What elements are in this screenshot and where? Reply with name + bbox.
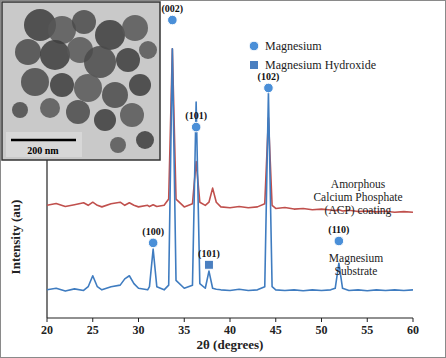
peak-label: (101) (198, 248, 220, 260)
inset-frame (2, 2, 160, 160)
particle (95, 20, 125, 50)
particle (136, 131, 154, 149)
y-axis-label: Intensity (au) (8, 200, 23, 275)
particle (120, 103, 144, 127)
x-tick-label: 60 (407, 323, 419, 337)
legend-symbol (249, 41, 259, 51)
x-tick (184, 318, 185, 322)
peak-label: (102) (258, 71, 280, 83)
particle (40, 98, 60, 118)
particle (50, 73, 74, 97)
chart: 20 25 30 35 40 45 50 55 60 2θ (degrees) Intensity … (0, 0, 446, 358)
scale-bar (11, 139, 76, 142)
particle (139, 41, 157, 59)
peak-label: (101) (185, 110, 207, 122)
particle (102, 82, 128, 108)
particle (66, 100, 90, 124)
x-tick (321, 318, 322, 322)
particle (21, 68, 49, 96)
peak-marker (334, 236, 344, 246)
particle (110, 137, 126, 153)
peak-marker (191, 122, 201, 132)
x-tick-label: 55 (361, 323, 373, 337)
x-tick-label: 45 (270, 323, 282, 337)
particle (94, 109, 116, 131)
x-tick-label: 35 (178, 323, 190, 337)
scale-bar-bg (6, 132, 82, 157)
particle (72, 10, 96, 34)
peak-label: (110) (328, 224, 349, 236)
x-tick-label: 25 (87, 323, 99, 337)
particle (12, 102, 28, 118)
x-tick-label: 20 (41, 323, 53, 337)
x-tick (92, 318, 93, 322)
peak-marker (204, 260, 213, 269)
background (1, 1, 446, 358)
legend-label: Magnesium (265, 39, 322, 53)
particle (15, 39, 41, 65)
x-axis-label: 2θ (degrees) (197, 337, 264, 352)
peak-marker (168, 15, 178, 25)
x-tick (413, 318, 414, 322)
scale-bar-label: 200 nm (27, 145, 59, 156)
x-tick (367, 318, 368, 322)
legend-label: Magnesium Hydroxide (265, 58, 376, 72)
series-label: (ACP) coating (325, 204, 392, 217)
particle (129, 74, 151, 96)
x-tick-label: 30 (133, 323, 145, 337)
x-tick (47, 318, 48, 322)
peak-label: (100) (142, 226, 164, 238)
peak-marker (264, 83, 274, 93)
x-tick (230, 318, 231, 322)
inset: 200 nm (2, 2, 160, 160)
particle (84, 46, 116, 78)
series-label: Substrate (335, 265, 378, 277)
x-tick-label: 50 (316, 323, 328, 337)
particle (48, 16, 76, 44)
x-tick-label: 40 (224, 323, 236, 337)
x-tick (138, 318, 139, 322)
particle (116, 48, 140, 72)
series-label: Calcium Phosphate (313, 191, 402, 204)
series-label: Magnesium (329, 252, 383, 265)
x-tick (275, 318, 276, 322)
particle (74, 74, 102, 102)
peak-label: (002) (162, 3, 184, 15)
legend-symbol (250, 61, 259, 70)
particle (122, 15, 148, 41)
particle (40, 40, 70, 70)
peak-marker (148, 238, 158, 248)
series-label: Amorphous (331, 178, 386, 191)
